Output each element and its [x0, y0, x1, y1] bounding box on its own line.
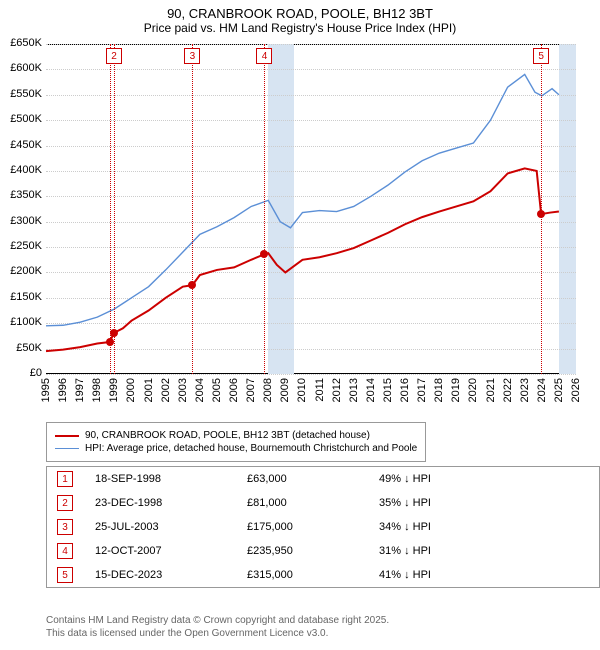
series-line [46, 74, 559, 325]
figure-container: 90, CRANBROOK ROAD, POOLE, BH12 3BT Pric… [0, 0, 600, 650]
transaction-badge: 3 [184, 48, 200, 64]
transaction-vline [192, 44, 193, 374]
series-line [46, 168, 559, 351]
transaction-vline [114, 44, 115, 374]
transaction-badge: 2 [106, 48, 122, 64]
transaction-vline [264, 44, 265, 374]
chart-svg [0, 0, 600, 650]
transaction-badge: 5 [533, 48, 549, 64]
transaction-dot [110, 329, 118, 337]
transaction-vline [541, 44, 542, 374]
transaction-vline [110, 44, 111, 374]
transaction-badge: 4 [256, 48, 272, 64]
transaction-dot [106, 338, 114, 346]
